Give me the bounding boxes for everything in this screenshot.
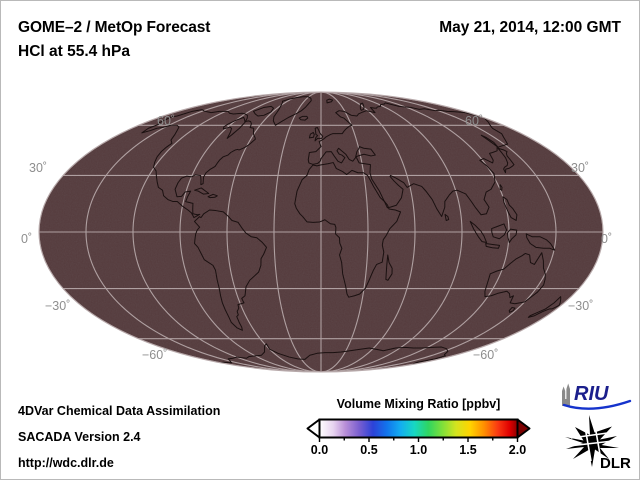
colorbar-tick-label: 1.5 xyxy=(459,443,477,457)
coastline-java xyxy=(485,243,501,249)
colorbar-tick-label: 0.0 xyxy=(310,443,329,457)
coastline-svalbard xyxy=(326,98,334,104)
latitude-label: −60˚ xyxy=(142,348,168,362)
colorbar-gradient xyxy=(318,418,519,439)
colorbar-tick-label: 2.0 xyxy=(508,443,527,457)
coastline-britain xyxy=(314,127,324,142)
coastline-ireland xyxy=(308,131,315,139)
coastline-antarctica xyxy=(219,343,449,365)
coastline-africa xyxy=(294,162,402,298)
coastline-cuba xyxy=(194,187,210,195)
coastline-newguinea xyxy=(525,233,556,251)
coastline-iceland xyxy=(298,115,309,121)
riu-wordmark: RIU xyxy=(574,383,609,405)
latitude-label: 60˚ xyxy=(157,114,176,128)
coastline-sulawesi xyxy=(506,228,518,244)
coastline-sakhalin xyxy=(480,134,499,148)
coastline-hispaniola xyxy=(207,193,218,199)
colorbar-left-cap xyxy=(306,418,321,439)
coastline-sumatra xyxy=(469,220,488,244)
coastline-australia xyxy=(484,252,546,305)
map-outline xyxy=(38,91,604,373)
coastline-madagascar xyxy=(385,254,393,281)
map-graticule xyxy=(39,92,603,372)
coastline-baffin xyxy=(252,105,274,117)
coastline-s_america xyxy=(193,209,267,331)
colorbar-svg xyxy=(306,418,531,442)
latitude-label: 60˚ xyxy=(465,114,484,128)
page-subtitle: HCl at 55.4 hPa xyxy=(18,43,130,60)
latitude-label: 0˚ xyxy=(601,232,613,246)
coastline-novaya xyxy=(359,102,365,111)
latitude-label: −30˚ xyxy=(45,299,71,313)
colorbar-title: Volume Mixing Ratio [ppbv] xyxy=(336,397,501,411)
riu-tower-icon xyxy=(562,383,570,406)
page-title: GOME–2 / MetOp Forecast xyxy=(18,19,211,36)
coastline-philippines xyxy=(502,196,518,221)
colorbar-ticks xyxy=(318,437,519,442)
coastline-taiwan xyxy=(499,184,503,191)
dlr-wordmark: DLR xyxy=(600,455,631,471)
latitude-label: −60˚ xyxy=(473,348,499,362)
riu-swoosh-icon xyxy=(562,399,632,410)
coastline-n_america xyxy=(141,109,256,219)
coastline-greenland xyxy=(272,96,312,126)
dlr-star-icon xyxy=(565,415,619,467)
dlr-grid-lines xyxy=(568,425,616,462)
colorbar-right-cap xyxy=(516,418,531,439)
coastline-borneo xyxy=(491,223,508,240)
footer-version: SACADA Version 2.4 xyxy=(18,430,141,444)
forecast-timestamp: May 21, 2014, 12:00 GMT xyxy=(439,19,621,36)
coastline-tasmania xyxy=(508,307,516,313)
dlr-logo: DLR xyxy=(565,415,631,471)
map-coastlines xyxy=(141,96,562,365)
world-map: 60˚ 30˚ 0˚ −30˚ −60˚ 60˚ 30˚ 0˚ −30˚ −60˚ xyxy=(1,79,639,379)
latitude-label: 0˚ xyxy=(21,232,33,246)
footer-method: 4DVar Chemical Data Assimilation xyxy=(18,404,221,418)
coastline-srilanka xyxy=(444,213,450,221)
colorbar-tick-label: 0.5 xyxy=(360,443,378,457)
coastline-nz xyxy=(527,296,562,318)
colorbar-tick-label: 1.0 xyxy=(409,443,428,457)
latitude-label: 30˚ xyxy=(571,161,590,175)
riu-logo: RIU xyxy=(562,383,632,410)
mollweide-map-svg xyxy=(38,91,604,373)
latitude-label: −30˚ xyxy=(568,299,594,313)
coastline-europe_asia xyxy=(307,102,509,217)
footer-url[interactable]: http://wdc.dlr.de xyxy=(18,456,114,470)
coastline-japan xyxy=(497,147,515,174)
colorbar: Volume Mixing Ratio [ppbv] 0.0 0.5 1.0 1.5 2… xyxy=(306,397,531,469)
latitude-label: 30˚ xyxy=(29,161,48,175)
